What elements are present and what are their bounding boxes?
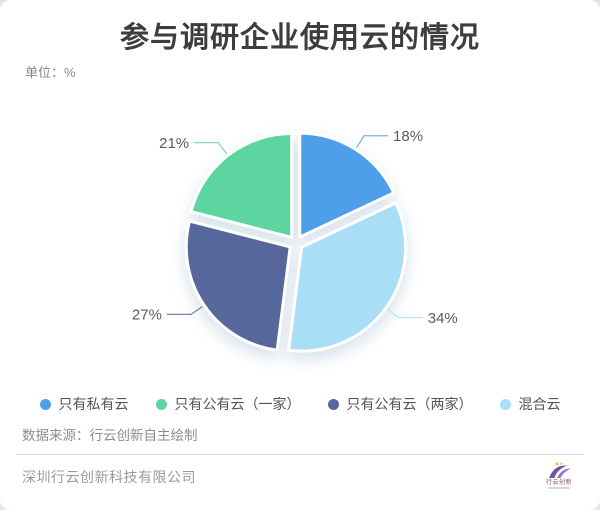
pie-slice-0 [298, 131, 396, 239]
legend-dot-icon [39, 398, 51, 410]
logo-subtext-line [548, 487, 570, 489]
pie-chart: 18% 34% 27% 21% [132, 128, 458, 353]
pie-label-line-0 [356, 135, 389, 148]
legend-label: 只有私有云 [58, 396, 129, 412]
legend-dot-icon [327, 398, 339, 410]
legend-item-3: 混合云 [499, 394, 561, 414]
pie-slice-1 [287, 201, 408, 353]
legend-dot-icon [155, 398, 167, 410]
legend-dot-icon [499, 398, 511, 410]
logo-text: 行云创新 [545, 480, 572, 486]
source-note: 数据来源：行云创新自主绘制 [22, 428, 198, 443]
pie-label-line-3 [194, 142, 228, 155]
legend-item-1: 只有公有云（一家） [155, 394, 301, 414]
pie-value-label-2: 27% [132, 307, 162, 324]
pie-slice-2 [184, 219, 292, 352]
legend-label: 混合云 [518, 396, 561, 412]
logo-swoosh-icon [549, 462, 571, 478]
unit-label: 单位：% [25, 65, 76, 80]
legend-item-2: 只有公有云（两家） [327, 394, 473, 414]
legend-label: 只有公有云（一家） [174, 396, 301, 412]
chart-legend: 只有私有云 只有公有云（一家） 只有公有云（两家） 混合云 [0, 394, 600, 414]
legend-label: 只有公有云（两家） [346, 396, 473, 412]
pie-value-label-1: 34% [428, 310, 458, 327]
footer-company: 深圳行云创新科技有限公司 [22, 469, 196, 485]
pie-slice-3 [189, 131, 294, 239]
divider [16, 454, 584, 455]
legend-item-0: 只有私有云 [39, 394, 129, 414]
pie-value-label-3: 21% [159, 135, 189, 152]
pie-value-label-0: 18% [393, 128, 423, 145]
company-logo: 行云创新 [538, 462, 580, 489]
pie-label-line-1 [387, 308, 423, 319]
chart-title: 参与调研企业使用云的情况 [119, 22, 480, 54]
pie-label-line-2 [166, 306, 203, 315]
